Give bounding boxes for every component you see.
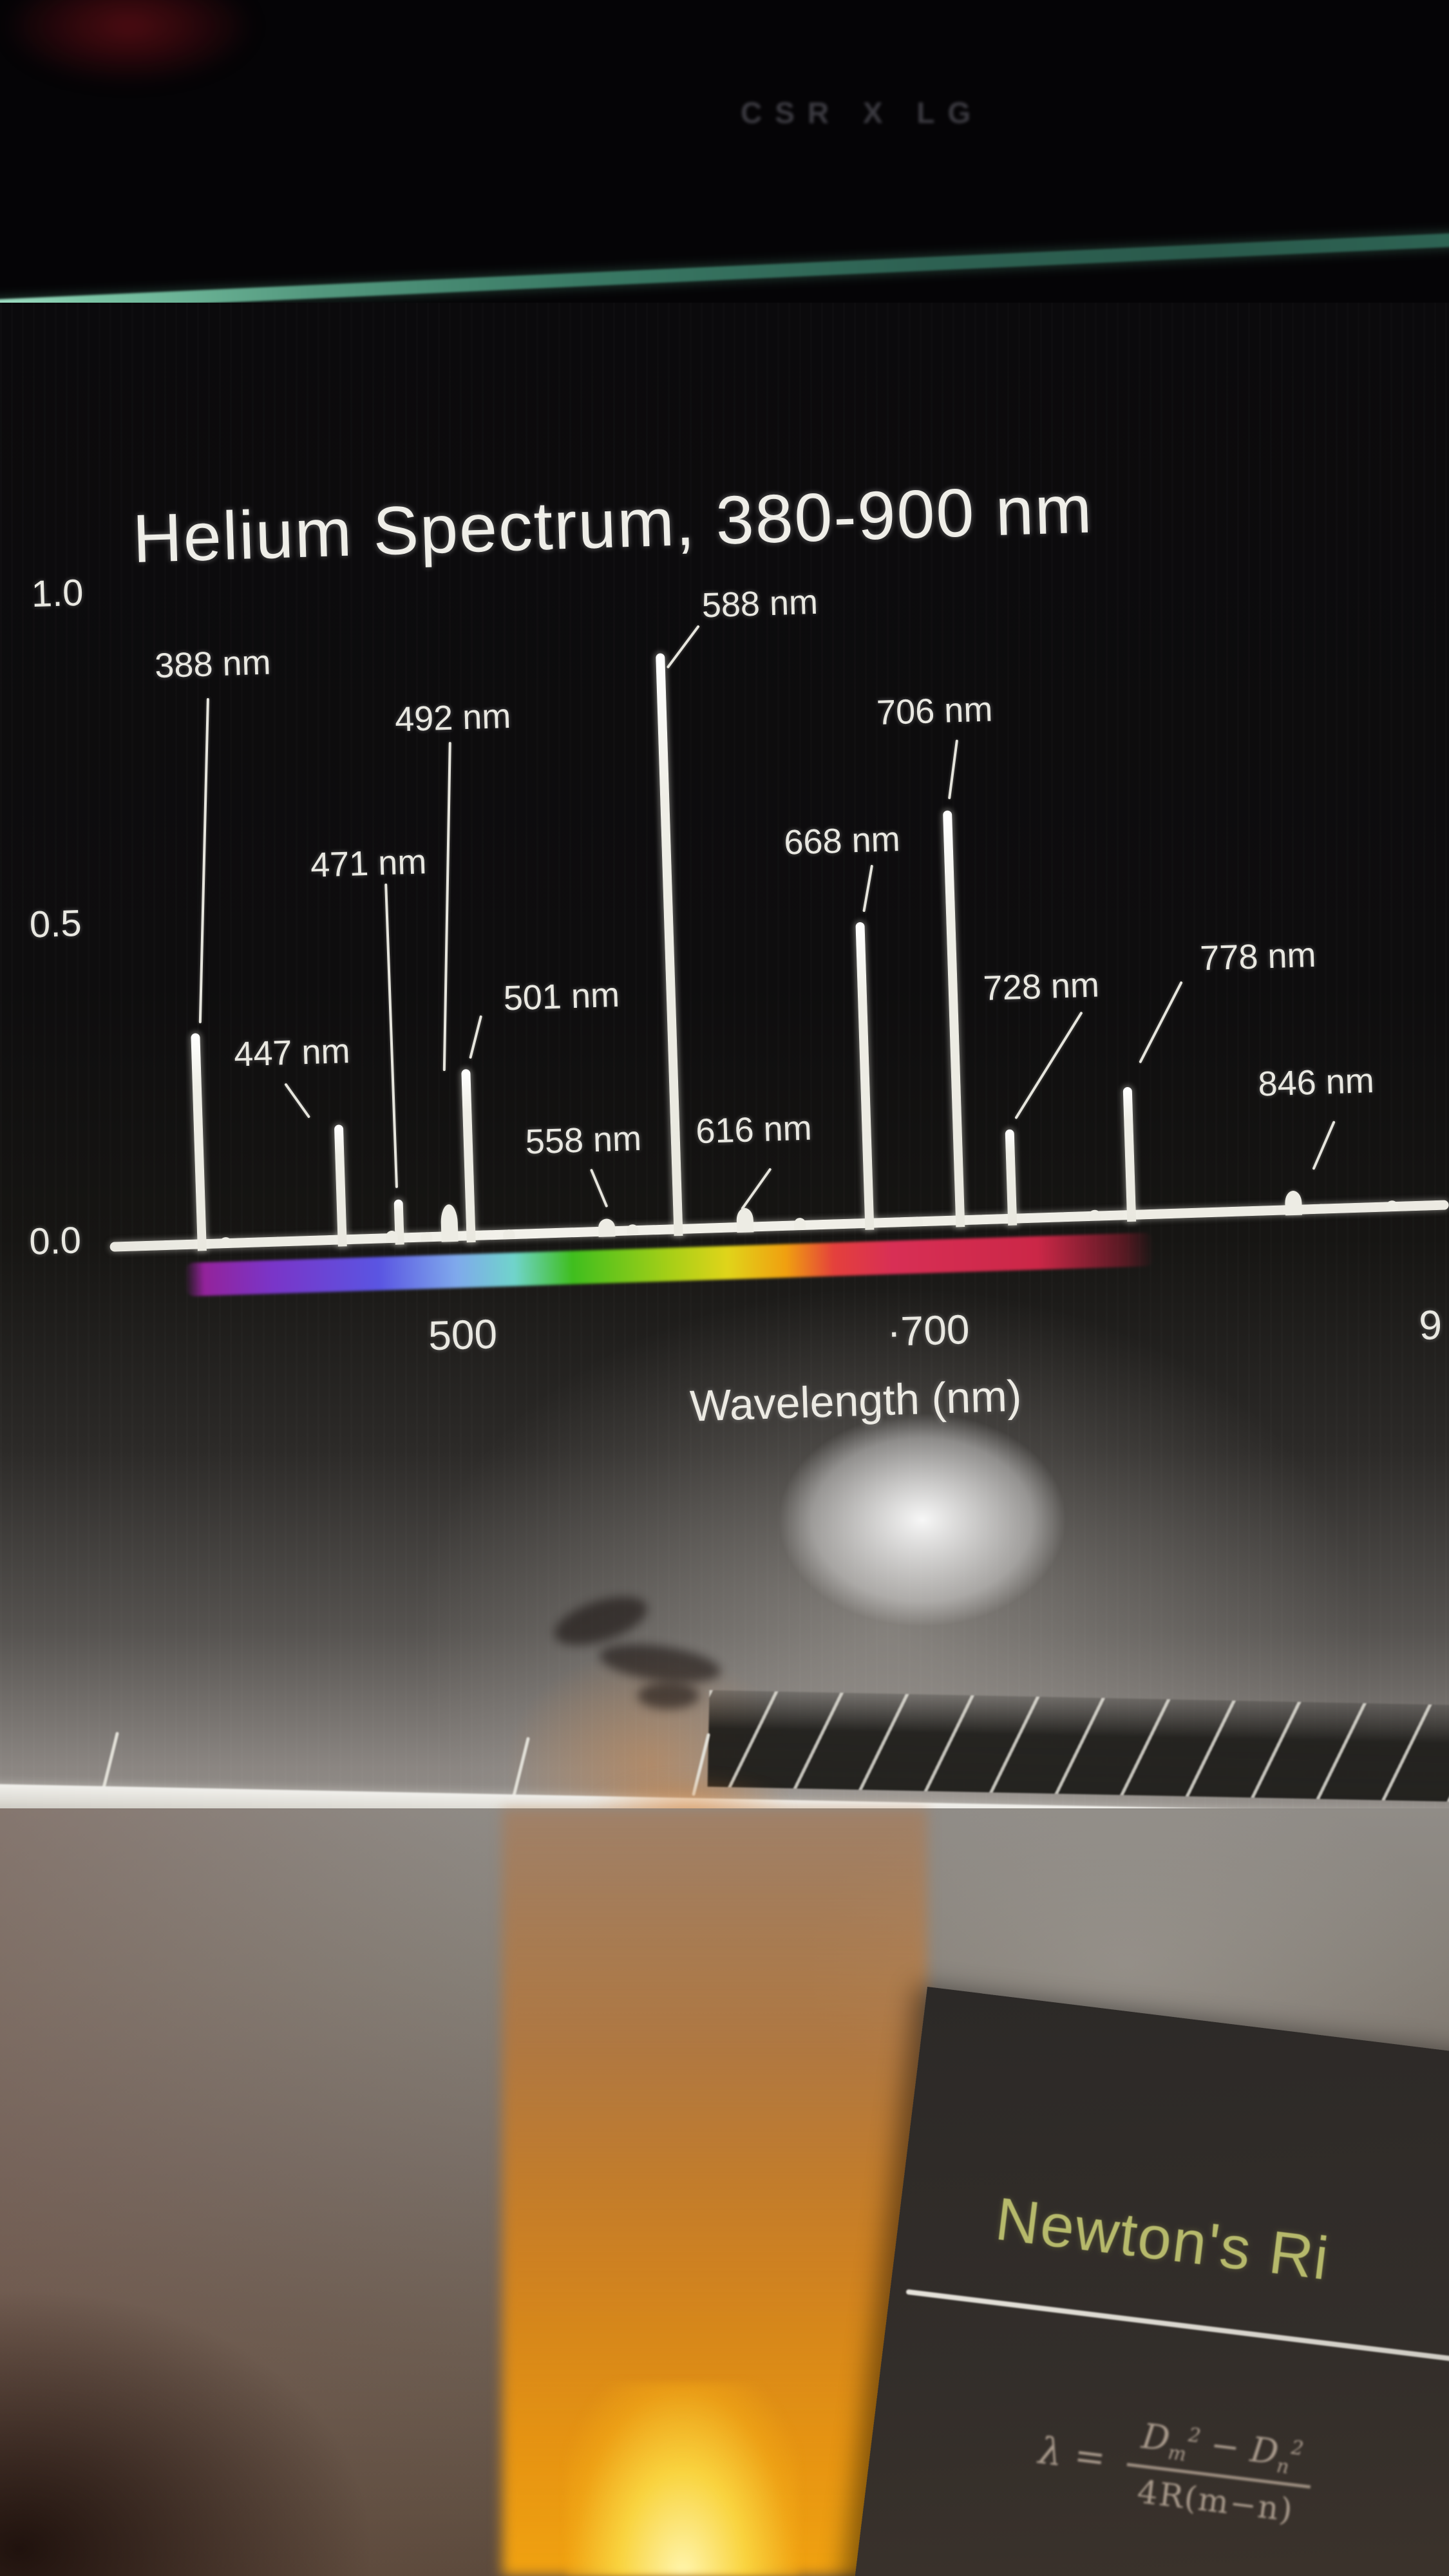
baseline-noise	[220, 1236, 232, 1248]
peak-leader-line	[947, 739, 958, 800]
spectral-peak	[1122, 1086, 1137, 1222]
peak-label: 492 nm	[394, 696, 512, 739]
peak-label: 728 nm	[982, 965, 1100, 1008]
spectral-peak	[190, 1032, 207, 1251]
spectral-peak-small	[1284, 1190, 1303, 1216]
smudge-mark	[638, 1682, 699, 1709]
baseline-noise	[503, 1229, 515, 1239]
screen-texture	[0, 303, 1449, 1813]
baseline-noise	[911, 1217, 923, 1226]
flare-bright-core	[567, 2383, 799, 2576]
spectral-peak	[855, 922, 875, 1230]
peak-leader-line	[442, 741, 451, 1071]
peak-label: 706 nm	[876, 690, 994, 732]
peak-leader-line	[862, 864, 873, 913]
peak-label: 668 nm	[783, 819, 901, 862]
spectral-peak-small	[736, 1208, 754, 1233]
wire-rack-hatch-marks	[707, 1690, 1449, 1802]
peak-label: 501 nm	[502, 975, 620, 1018]
formula-fraction: Dm2 − Dn2 4R(m−n)	[1121, 2414, 1317, 2531]
newtons-rings-board: Newton's Ri λ = Dm2 − Dn2 4R(m−n)	[833, 1987, 1449, 2576]
spectral-peak-small	[598, 1218, 616, 1237]
baseline-noise	[1386, 1200, 1398, 1211]
peak-leader-line	[284, 1082, 311, 1119]
peak-label: 778 nm	[1199, 935, 1317, 978]
baseline-noise	[386, 1230, 398, 1243]
peak-leader-line	[468, 1015, 482, 1059]
peak-leader-line	[384, 883, 398, 1188]
baseline-noise	[1088, 1209, 1101, 1221]
peak-label: 616 nm	[695, 1108, 813, 1151]
newtons-rings-formula: λ = Dm2 − Dn2 4R(m−n)	[1034, 2403, 1317, 2531]
peak-label: 846 nm	[1257, 1061, 1375, 1104]
x-axis-label: Wavelength (nm)	[689, 1371, 1023, 1431]
peak-leader-line	[740, 1168, 772, 1211]
spectrum-chart: Helium Spectrum, 380-900 nm Wavelength (…	[28, 471, 1449, 1431]
board-underline	[905, 2289, 1449, 2394]
spectral-peak	[461, 1069, 476, 1243]
peak-leader-line	[1014, 1011, 1083, 1119]
baseline-noise	[272, 1236, 285, 1246]
baseline-noise	[1315, 1204, 1327, 1213]
formula-lhs: λ =	[1036, 2429, 1108, 2481]
y-axis-tick-label: 0.5	[28, 902, 82, 946]
baseline-noise	[626, 1224, 639, 1235]
peak-leader-line	[1311, 1121, 1336, 1170]
peak-label: 558 nm	[524, 1119, 642, 1162]
peak-label: 471 nm	[310, 842, 428, 885]
projector-screen	[0, 303, 1449, 1813]
x-axis-tick-label: ·700	[886, 1305, 971, 1355]
peak-leader-line	[198, 697, 209, 1023]
spectral-peak	[1005, 1129, 1018, 1226]
spectral-peak-small	[440, 1204, 459, 1242]
x-axis-tick-label: 500	[428, 1310, 498, 1359]
y-axis-tick-label: 1.0	[30, 571, 84, 616]
board-title: Newton's Ri	[992, 2184, 1334, 2293]
peak-leader-line	[1138, 981, 1183, 1064]
device-brand-label: CSR X LG	[741, 96, 984, 129]
y-axis-tick-label: 0.0	[28, 1219, 82, 1263]
spectral-peak	[942, 810, 965, 1227]
spectral-peak	[656, 652, 683, 1236]
peak-leader-line	[589, 1168, 608, 1208]
baseline-noise	[421, 1232, 433, 1242]
baseline-noise	[793, 1217, 806, 1230]
x-axis-tick-label: 9	[1418, 1301, 1443, 1349]
spectral-peak	[334, 1124, 347, 1247]
peak-label: 388 nm	[154, 643, 272, 686]
peak-label: 447 nm	[233, 1031, 351, 1074]
chart-title: Helium Spectrum, 380-900 nm	[131, 471, 1094, 578]
peak-leader-line	[666, 625, 700, 669]
peak-label: 588 nm	[701, 582, 819, 625]
